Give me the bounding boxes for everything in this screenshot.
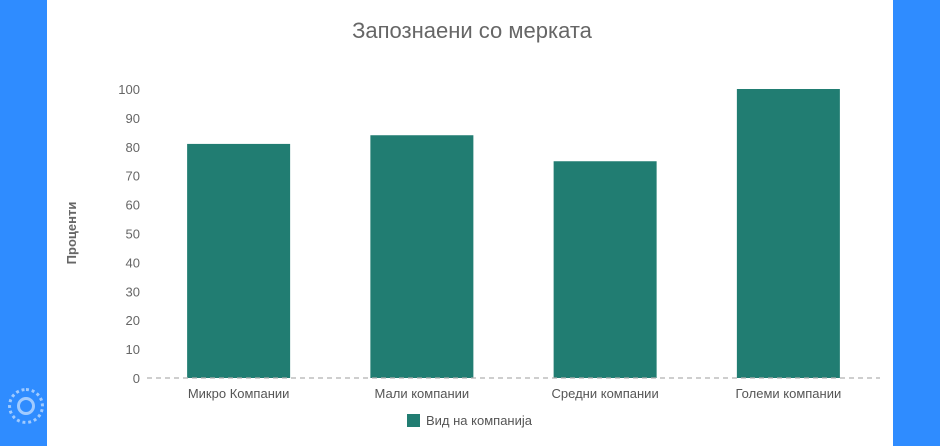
y-tick-label: 80 [126,140,140,155]
y-tick-label: 20 [126,313,140,328]
bars-group [187,89,840,378]
y-axis: 0 10 20 30 40 50 60 70 80 90 100 [118,82,140,386]
y-tick-label: 90 [126,111,140,126]
prezi-wordmark: Prezi [50,393,103,418]
bar[interactable] [370,135,474,378]
y-tick-label: 40 [126,255,140,270]
chart-title: Запознаени со мерката [352,18,593,43]
bar[interactable] [553,161,657,378]
y-tick-label: 30 [126,284,140,299]
prezi-watermark: Prezi [8,386,118,426]
bar-chart: Запознаени со мерката Проценти 0 10 20 30 40… [64,18,880,428]
y-tick-label: 50 [126,227,140,242]
legend-swatch [407,414,420,427]
x-tick-label: Микро Компании [188,386,290,401]
legend: Вид на компанија [407,413,533,428]
y-tick-label: 100 [118,82,140,97]
x-tick-label: Средни компании [552,386,659,401]
y-tick-label: 0 [133,371,140,386]
prezi-logo-icon [8,388,44,424]
y-tick-label: 70 [126,169,140,184]
x-tick-label: Мали компании [375,386,470,401]
y-tick-label: 10 [126,342,140,357]
legend-label: Вид на компанија [426,413,533,428]
y-axis-label: Проценти [64,202,79,265]
y-tick-label: 60 [126,198,140,213]
x-tick-label: Големи компании [736,386,842,401]
x-axis: Микро Компании Мали компании Средни компан… [188,386,841,401]
chart-panel: Запознаени со мерката Проценти 0 10 20 30 40… [47,0,893,446]
bar[interactable] [736,89,840,378]
bar[interactable] [187,143,291,378]
